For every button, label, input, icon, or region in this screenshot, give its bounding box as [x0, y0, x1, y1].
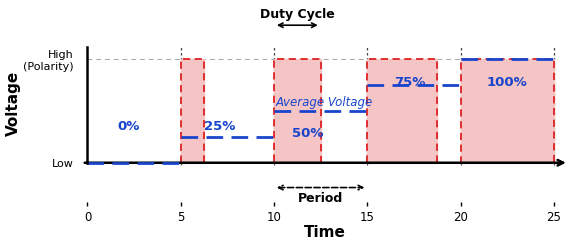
Text: Duty Cycle: Duty Cycle	[260, 8, 335, 21]
Text: 25%: 25%	[204, 120, 236, 133]
X-axis label: Time: Time	[305, 225, 346, 240]
Text: Average Voltage: Average Voltage	[276, 96, 373, 109]
Text: Period: Period	[298, 192, 343, 205]
Text: 50%: 50%	[292, 127, 323, 140]
Y-axis label: Voltage: Voltage	[6, 71, 21, 137]
Text: 75%: 75%	[394, 76, 426, 89]
Text: 100%: 100%	[487, 76, 528, 89]
Text: 0%: 0%	[117, 120, 140, 133]
